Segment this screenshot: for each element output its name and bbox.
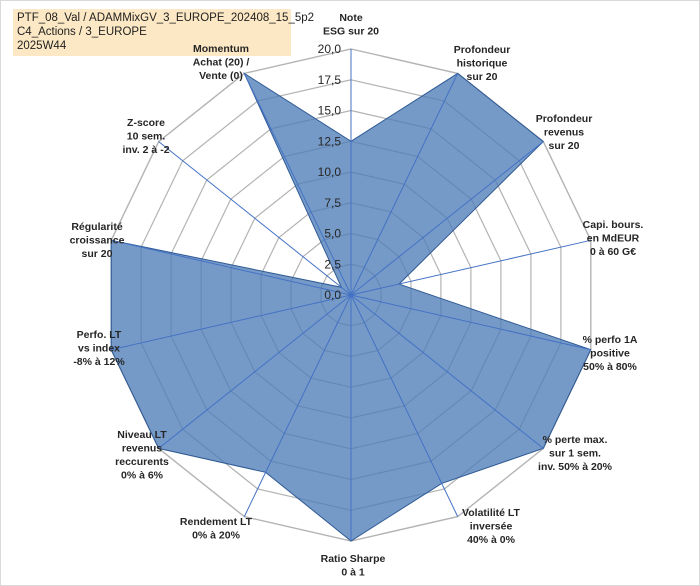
spoke-5 [350, 294, 591, 351]
axis-label-11: Perfo. LT vs index -8% à 12% [73, 329, 125, 368]
tick-label: 5,0 [324, 227, 341, 241]
title-line-portfolio: PTF_08_Val / ADAMMixGV_3_EUROPE_202408_1… [17, 12, 315, 24]
axis-label-7: Volatilité LT inversée 40% à 0% [462, 507, 521, 546]
axis-labels: Note ESG sur 20 Profondeur historique sur 20… [70, 12, 644, 579]
spoke-14 [243, 73, 352, 296]
tick-label: 10,0 [318, 165, 342, 179]
spoke-10 [158, 294, 352, 449]
spoke-12 [111, 239, 352, 296]
spoke-13 [158, 141, 352, 296]
axis-label-1: Note ESG sur 20 [323, 12, 379, 38]
axis-label-5: % perfo 1A positive 50% à 80% [583, 334, 638, 373]
axis-label-3: Profondeur revenus sur 20 [536, 113, 593, 152]
axis-label-10: Niveau LT revenus reccurents 0% à 6% [115, 429, 169, 482]
chart-title-box: PTF_08_Val / ADAMMixGV_3_EUROPE_202408_1… [13, 9, 315, 56]
axis-label-14: Momentum Achat (20) / Vente (0) [193, 43, 250, 82]
axis-label-8: Ratio Sharpe 0 à 1 [321, 553, 386, 579]
radar-spokes [111, 49, 591, 541]
axis-label-2: Profondeur historique sur 20 [454, 44, 511, 83]
tick-label: 12,5 [318, 134, 342, 148]
tick-label: 7,5 [324, 196, 341, 210]
spoke-9 [243, 294, 352, 517]
tick-label: 15,0 [318, 104, 342, 118]
axis-label-4: Capi. bours. en MdEUR 0 à 60 G€ [583, 219, 644, 258]
axis-label-9: Rendement LT 0% à 20% [180, 516, 253, 542]
tick-label: 0,0 [324, 288, 341, 302]
axis-label-13: Z-score 10 sem. inv. 2 à -2 [122, 117, 169, 156]
spoke-11 [111, 294, 352, 351]
radial-tick-labels: 0,0 2,5 5,0 7,5 10,0 12,5 15,0 17,5 20,0 [318, 42, 342, 302]
title-line-week: 2025W44 [17, 40, 67, 52]
tick-label: 17,5 [318, 73, 342, 87]
spoke-3 [350, 141, 544, 296]
title-line-category: C4_Actions / 3_EUROPE [17, 26, 147, 38]
tick-label: 20,0 [318, 42, 342, 56]
tick-label: 2,5 [324, 257, 341, 271]
axis-label-12: Régularité croissance sur 20 [70, 221, 125, 260]
spoke-4 [350, 239, 591, 296]
spoke-7 [350, 294, 459, 517]
spoke-6 [350, 294, 544, 449]
axis-label-6: % perte max. sur 1 sem. inv. 50% à 20% [538, 434, 613, 473]
spoke-2 [350, 73, 459, 296]
